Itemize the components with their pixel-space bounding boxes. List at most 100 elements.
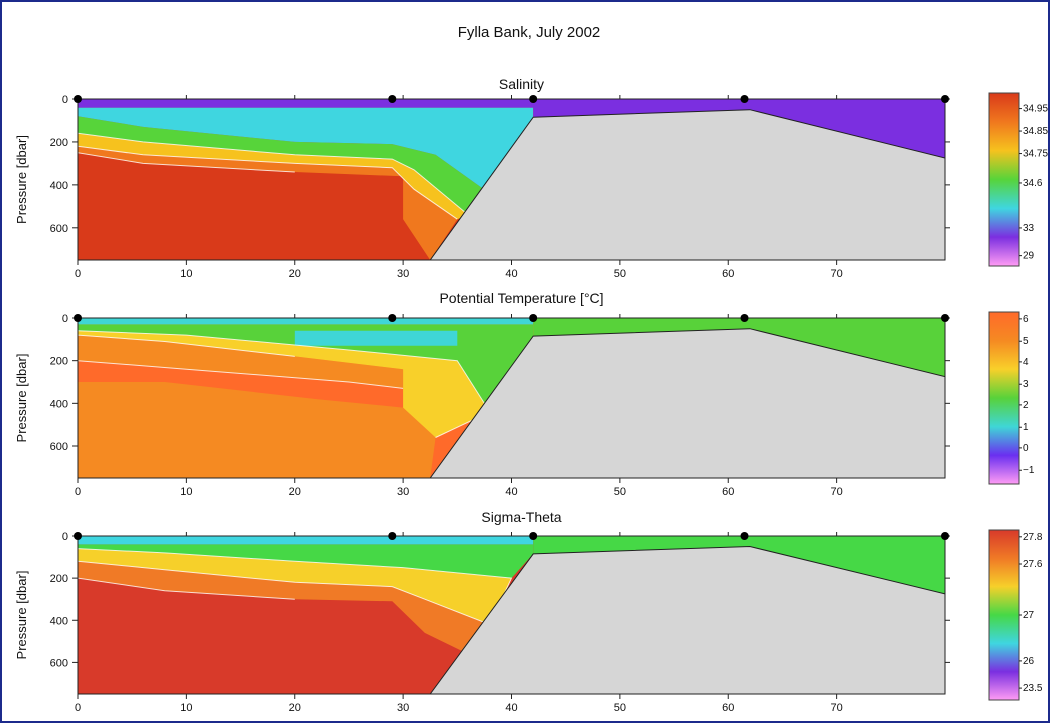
contour-band [78, 324, 534, 412]
colorbar-label: 4 [1023, 357, 1029, 368]
colorbar-label: 27.8 [1023, 532, 1043, 543]
colorbar-label: 2 [1023, 400, 1029, 411]
bathymetry [429, 328, 945, 478]
colorbar-label: −1 [1023, 465, 1035, 476]
figure-title: Fylla Bank, July 2002 [458, 24, 601, 41]
colorbar-label: 26 [1023, 656, 1035, 667]
x-tick-label: 70 [831, 486, 843, 498]
station-marker [941, 532, 949, 540]
y-tick-label: 200 [50, 356, 68, 368]
contour-band [78, 548, 512, 625]
x-tick-label: 20 [289, 702, 301, 714]
panel-title: Sigma-Theta [481, 509, 561, 525]
station-marker [941, 95, 949, 103]
contour-field [78, 536, 945, 694]
y-tick-label: 600 [50, 657, 68, 669]
y-tick-label: 600 [50, 223, 68, 235]
bathymetry [429, 545, 945, 694]
y-tick-label: 200 [50, 573, 68, 585]
bathymetry [429, 109, 945, 260]
station-marker [740, 532, 749, 540]
x-tick-label: 70 [831, 702, 843, 714]
station-marker [74, 532, 82, 540]
colorbar-label: 0 [1023, 443, 1029, 454]
y-axis-label: Pressure [dbar] [14, 571, 29, 660]
station-marker [388, 532, 397, 540]
station-marker [529, 95, 538, 103]
isoline [78, 152, 295, 260]
colorbar [988, 92, 1020, 267]
x-tick-label: 20 [289, 486, 301, 498]
x-tick-label: 60 [722, 702, 734, 714]
contour-band [78, 146, 458, 260]
colorbar-label: 3 [1023, 379, 1029, 390]
colorbar-label: 33 [1023, 223, 1035, 234]
station-marker [740, 95, 749, 103]
y-tick-label: 0 [62, 313, 68, 325]
x-tick-label: 30 [397, 486, 409, 498]
isoline [78, 334, 295, 478]
y-tick-label: 200 [50, 137, 68, 149]
y-axis-label: Pressure [dbar] [14, 135, 29, 224]
y-tick-label: 0 [62, 94, 68, 106]
colorbar-label: 6 [1023, 314, 1029, 325]
contour-band [78, 107, 534, 194]
x-tick-label: 40 [505, 702, 517, 714]
x-tick-label: 50 [614, 702, 626, 714]
contour-band [294, 330, 458, 346]
colorbar [988, 529, 1020, 701]
station-marker [529, 532, 538, 540]
x-tick-label: 10 [180, 486, 192, 498]
colorbar-label: 34.6 [1023, 178, 1043, 189]
x-tick-label: 40 [505, 486, 517, 498]
colorbar-label: 34.85 [1023, 126, 1048, 137]
x-tick-label: 30 [397, 702, 409, 714]
station-marker [74, 95, 82, 103]
contour-band [533, 318, 945, 377]
x-tick-label: 50 [614, 268, 626, 280]
panel-title: Potential Temperature [°C] [439, 290, 603, 306]
colorbar [988, 311, 1020, 485]
x-tick-label: 70 [831, 268, 843, 280]
contour-band [78, 152, 431, 260]
contour-field [78, 318, 945, 478]
x-tick-label: 50 [614, 486, 626, 498]
panel-3: 0 10 20 30 40 50 60 70 0 200 400 600 Sigma-Theta Pres… [14, 509, 1043, 714]
contour-band [78, 318, 534, 325]
isoline [78, 132, 469, 216]
isoline [78, 548, 513, 625]
contour-band [78, 116, 490, 215]
isoline [78, 577, 295, 694]
contour-field [78, 99, 945, 260]
x-tick-label: 10 [180, 268, 192, 280]
y-axis-label: Pressure [dbar] [14, 354, 29, 443]
y-tick-label: 400 [50, 180, 68, 192]
contour-band [78, 561, 490, 654]
contour-band [78, 536, 534, 545]
panel-title: Salinity [499, 76, 544, 92]
x-tick-label: 10 [180, 702, 192, 714]
colorbar-label: 1 [1023, 422, 1029, 433]
isoline [78, 360, 404, 389]
colorbar-label: 34.75 [1023, 149, 1048, 160]
y-tick-label: 400 [50, 615, 68, 627]
x-tick-label: 60 [722, 486, 734, 498]
colorbar-label: 34.95 [1023, 104, 1048, 115]
x-tick-label: 20 [289, 268, 301, 280]
colorbar-label: 27 [1023, 610, 1035, 621]
contour-band [78, 133, 469, 220]
x-tick-label: 40 [505, 268, 517, 280]
colorbar-label: 23.5 [1023, 683, 1043, 694]
colorbar-label: 5 [1023, 336, 1029, 347]
y-tick-label: 400 [50, 398, 68, 410]
station-marker [941, 314, 949, 322]
isoline [78, 560, 490, 625]
y-tick-label: 0 [62, 531, 68, 543]
x-tick-label: 0 [75, 702, 81, 714]
station-marker [529, 314, 538, 322]
station-marker [388, 95, 397, 103]
colorbar-label: 29 [1023, 251, 1035, 262]
isoline [78, 145, 458, 220]
